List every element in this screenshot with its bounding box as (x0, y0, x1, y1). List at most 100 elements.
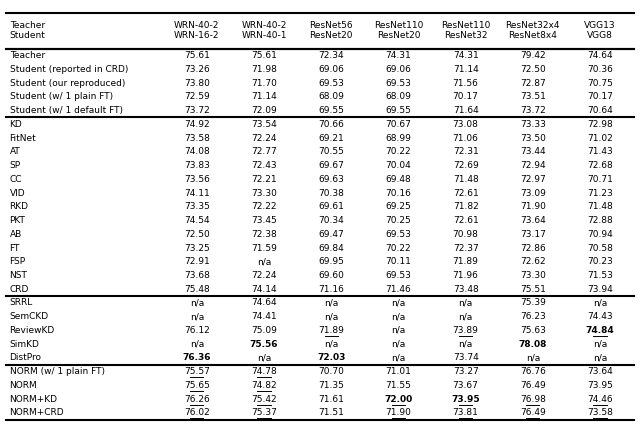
Text: 70.70: 70.70 (318, 367, 344, 376)
Text: 72.38: 72.38 (251, 230, 277, 239)
Text: 71.90: 71.90 (385, 408, 412, 417)
Text: 70.98: 70.98 (452, 230, 479, 239)
Text: 73.35: 73.35 (184, 202, 210, 211)
Text: 75.61: 75.61 (184, 51, 210, 60)
Text: 70.94: 70.94 (587, 230, 613, 239)
Text: 73.17: 73.17 (520, 230, 546, 239)
Text: 69.53: 69.53 (385, 271, 412, 280)
Text: 73.58: 73.58 (587, 408, 613, 417)
Text: 72.43: 72.43 (251, 161, 277, 170)
Text: 72.59: 72.59 (184, 92, 210, 101)
Text: 72.50: 72.50 (184, 230, 210, 239)
Text: 71.98: 71.98 (251, 65, 277, 74)
Text: 71.16: 71.16 (318, 285, 344, 294)
Text: 75.56: 75.56 (250, 340, 278, 349)
Text: ResNet32x4
ResNet8x4: ResNet32x4 ResNet8x4 (506, 21, 560, 40)
Text: Student (w/ 1 plain FT): Student (w/ 1 plain FT) (10, 92, 113, 101)
Text: 74.78: 74.78 (251, 367, 277, 376)
Text: 75.42: 75.42 (251, 395, 277, 404)
Text: 71.35: 71.35 (318, 381, 344, 390)
Text: 73.67: 73.67 (452, 381, 479, 390)
Text: 69.60: 69.60 (318, 271, 344, 280)
Text: n/a: n/a (189, 312, 204, 321)
Text: FT: FT (10, 243, 20, 253)
Text: NORM (w/ 1 plain FT): NORM (w/ 1 plain FT) (10, 367, 104, 376)
Text: 73.83: 73.83 (184, 161, 210, 170)
Text: 73.58: 73.58 (184, 134, 210, 142)
Text: 73.30: 73.30 (251, 189, 277, 198)
Text: 72.86: 72.86 (520, 243, 546, 253)
Text: 73.64: 73.64 (520, 216, 546, 225)
Text: n/a: n/a (391, 312, 406, 321)
Text: 69.53: 69.53 (318, 78, 344, 88)
Text: SimKD: SimKD (10, 340, 40, 349)
Text: CC: CC (10, 175, 22, 184)
Text: 70.22: 70.22 (385, 243, 412, 253)
Text: 74.31: 74.31 (385, 51, 412, 60)
Text: 72.98: 72.98 (587, 120, 613, 129)
Text: 71.89: 71.89 (318, 326, 344, 335)
Text: 74.64: 74.64 (587, 51, 613, 60)
Text: 69.63: 69.63 (318, 175, 344, 184)
Text: 74.84: 74.84 (586, 326, 614, 335)
Text: n/a: n/a (391, 354, 406, 363)
Text: 71.70: 71.70 (251, 78, 277, 88)
Text: 75.48: 75.48 (184, 285, 210, 294)
Text: 72.69: 72.69 (452, 161, 479, 170)
Text: 76.02: 76.02 (184, 408, 210, 417)
Text: n/a: n/a (391, 298, 406, 307)
Text: NST: NST (10, 271, 28, 280)
Text: 75.09: 75.09 (251, 326, 277, 335)
Text: SP: SP (10, 161, 20, 170)
Text: 72.94: 72.94 (520, 161, 546, 170)
Text: AT: AT (10, 147, 20, 156)
Text: 70.17: 70.17 (587, 92, 613, 101)
Text: 69.95: 69.95 (318, 257, 344, 266)
Text: 73.56: 73.56 (184, 175, 210, 184)
Text: 73.51: 73.51 (520, 92, 546, 101)
Text: 68.99: 68.99 (385, 134, 412, 142)
Text: NORM+CRD: NORM+CRD (10, 408, 64, 417)
Text: 71.96: 71.96 (452, 271, 479, 280)
Text: 71.46: 71.46 (385, 285, 412, 294)
Text: 70.22: 70.22 (385, 147, 412, 156)
Text: 72.03: 72.03 (317, 354, 346, 363)
Text: 71.89: 71.89 (452, 257, 479, 266)
Text: 73.54: 73.54 (251, 120, 277, 129)
Text: 73.30: 73.30 (520, 271, 546, 280)
Text: 70.16: 70.16 (385, 189, 412, 198)
Text: 74.41: 74.41 (251, 312, 277, 321)
Text: 72.61: 72.61 (452, 189, 479, 198)
Text: 74.14: 74.14 (251, 285, 277, 294)
Text: 69.55: 69.55 (318, 106, 344, 115)
Text: AB: AB (10, 230, 22, 239)
Text: 72.24: 72.24 (252, 134, 276, 142)
Text: n/a: n/a (324, 298, 339, 307)
Text: 73.50: 73.50 (520, 134, 546, 142)
Text: 69.53: 69.53 (385, 230, 412, 239)
Text: 71.51: 71.51 (318, 408, 344, 417)
Text: WRN-40-2
WRN-16-2: WRN-40-2 WRN-16-2 (174, 21, 220, 40)
Text: 71.01: 71.01 (385, 367, 412, 376)
Text: 73.95: 73.95 (587, 381, 613, 390)
Text: Student (reported in CRD): Student (reported in CRD) (10, 65, 128, 74)
Text: 71.48: 71.48 (452, 175, 479, 184)
Text: 70.58: 70.58 (587, 243, 613, 253)
Text: 76.23: 76.23 (520, 312, 546, 321)
Text: DistPro: DistPro (10, 354, 42, 363)
Text: 71.48: 71.48 (587, 202, 613, 211)
Text: 68.09: 68.09 (385, 92, 412, 101)
Text: n/a: n/a (525, 354, 540, 363)
Text: VID: VID (10, 189, 25, 198)
Text: 72.50: 72.50 (520, 65, 546, 74)
Text: 73.08: 73.08 (452, 120, 479, 129)
Text: 78.08: 78.08 (518, 340, 547, 349)
Text: 69.25: 69.25 (385, 202, 412, 211)
Text: 72.77: 72.77 (251, 147, 277, 156)
Text: ResNet110
ResNet32: ResNet110 ResNet32 (441, 21, 490, 40)
Text: 70.17: 70.17 (452, 92, 479, 101)
Text: 69.21: 69.21 (318, 134, 344, 142)
Text: 71.53: 71.53 (587, 271, 613, 280)
Text: n/a: n/a (257, 257, 271, 266)
Text: 74.92: 74.92 (184, 120, 210, 129)
